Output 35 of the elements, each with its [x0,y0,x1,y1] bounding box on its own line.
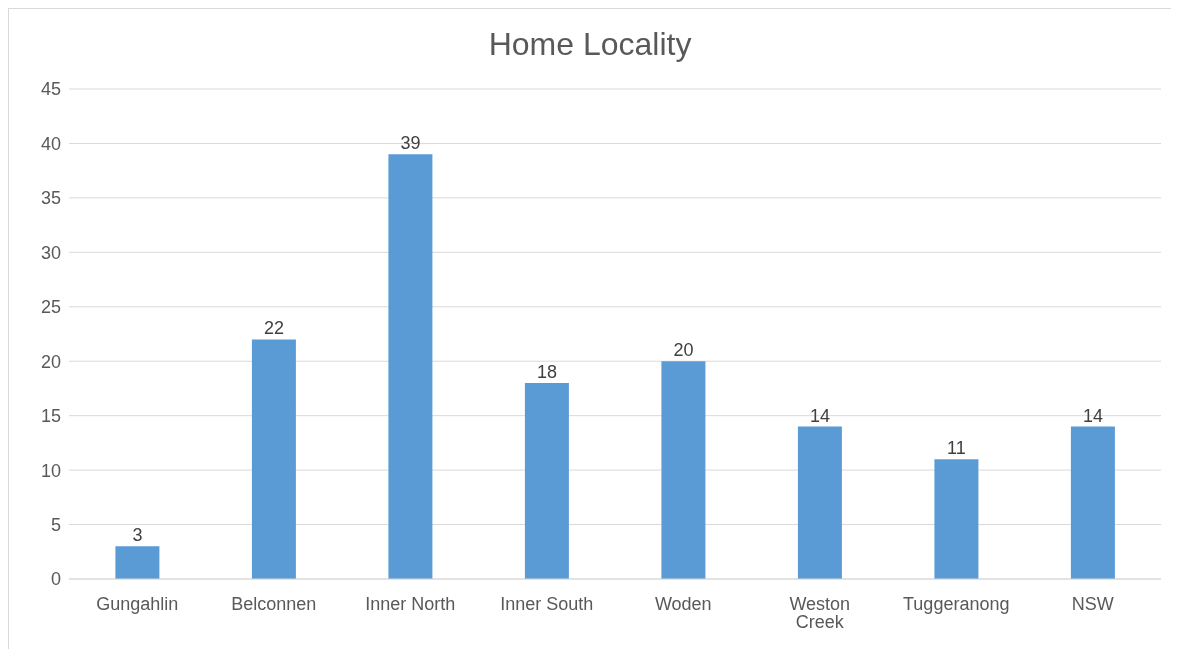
y-tick-label: 15 [40,406,61,427]
y-tick-label: 10 [40,460,61,481]
data-label: 22 [263,318,284,339]
bar [115,546,160,579]
bar [251,339,296,579]
data-label: 18 [536,362,557,382]
y-tick-label: 5 [50,514,61,535]
data-label: 3 [132,525,143,546]
data-label: 20 [673,340,694,361]
y-tick-label: 0 [50,569,61,590]
data-label: 39 [400,133,421,154]
x-tick-label: Woden [654,593,712,614]
y-tick-label: 35 [40,188,61,209]
bar [1070,426,1115,579]
bar [524,383,569,579]
bar [388,154,433,579]
x-tick-label: Inner South [500,593,594,614]
data-label: 14 [809,405,830,426]
data-label: 11 [947,438,966,459]
y-tick-label: 45 [40,79,61,100]
x-tick-label: NSW [1071,593,1114,614]
x-tick-label: Gungahlin [96,593,179,614]
y-tick-label: 30 [40,242,61,263]
bar [797,426,842,579]
x-tick-label: Belconnen [231,593,317,614]
y-tick-label: 25 [40,297,61,318]
chart-title: Home Locality [487,24,693,64]
x-tick-label: Weston Creek [789,593,851,632]
y-tick-label: 20 [40,351,61,372]
data-label: 14 [1082,405,1103,426]
bar [661,361,706,579]
x-tick-label: Tuggeranong [903,593,1010,614]
x-tick-label: Inner North [365,593,456,614]
y-tick-label: 40 [40,133,61,154]
bar [934,459,979,579]
